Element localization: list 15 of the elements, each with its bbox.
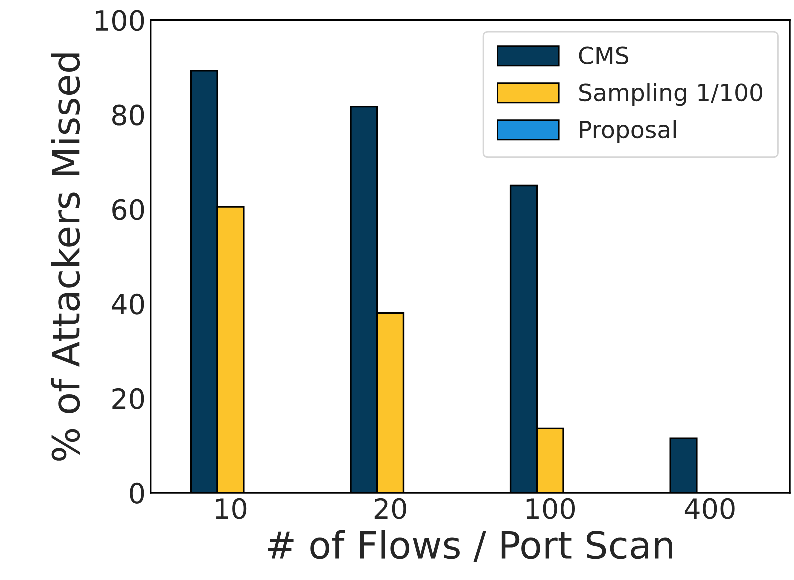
x-tick-label: 100 [526, 498, 576, 520]
legend-label: Sampling 1/100 [580, 83, 762, 106]
legend-label: Proposal [580, 120, 676, 144]
x-tick-label: 20 [374, 498, 406, 520]
x-tick-label: 10 [216, 498, 247, 520]
y-tick-label: 80 [112, 104, 144, 126]
y-tick-label: 60 [112, 199, 144, 220]
legend-label: CMS [579, 46, 629, 65]
x-axis-title: # of Flows / Port Scan [268, 530, 672, 562]
y-tick-label: 0 [130, 482, 144, 504]
y-tick-label: 100 [96, 10, 144, 32]
x-tick-label: 400 [684, 498, 735, 520]
y-tick-label: 40 [112, 294, 144, 315]
y-tick-label: 20 [112, 388, 144, 410]
y-axis-title: % of Attackers Missed [51, 54, 80, 461]
